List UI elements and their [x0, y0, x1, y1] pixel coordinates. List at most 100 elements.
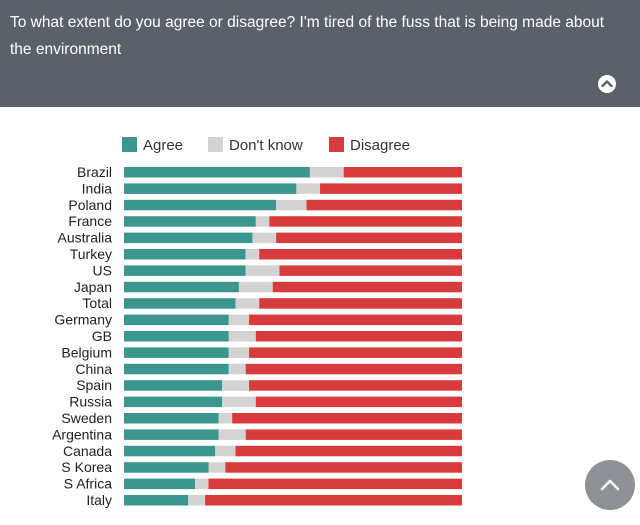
category-label: Russia [69, 394, 112, 410]
category-label: S Korea [61, 459, 112, 475]
bar-disagree-poland [306, 199, 462, 211]
bar-disagree-total [259, 298, 462, 309]
legend-swatch-don-t-know [208, 137, 223, 152]
bar-agree-s-korea [124, 462, 209, 473]
scroll-to-top-button[interactable] [585, 460, 635, 510]
bar-don-t-know-belgium [228, 347, 250, 358]
category-labels: BrazilIndiaPolandFranceAustraliaTurkeyUS… [52, 164, 112, 508]
legend-label-disagree: Disagree [350, 137, 410, 154]
bar-agree-canada [124, 445, 216, 457]
bar-don-t-know-india [296, 183, 321, 194]
stacked-bar-chart: Agree Don't know Disagree BrazilIndiaPolan… [52, 137, 462, 508]
bar-disagree-spain [249, 380, 462, 391]
category-label: Italy [86, 492, 112, 508]
bar-agree-russia [124, 396, 223, 408]
bar-disagree-india [320, 183, 462, 194]
bar-disagree-france [269, 216, 462, 227]
bar-don-t-know-japan [238, 281, 273, 293]
bar-agree-total [124, 298, 236, 309]
bar-don-t-know-sweden [218, 413, 233, 424]
bar-agree-brazil [124, 167, 310, 178]
category-label: Australia [58, 230, 113, 246]
legend-swatch-disagree [329, 137, 344, 152]
bar-group [124, 167, 462, 506]
bar-disagree-sweden [232, 413, 462, 424]
category-label: India [82, 180, 113, 196]
category-label: Turkey [70, 246, 112, 262]
bar-agree-india [124, 183, 297, 194]
bar-agree-s-africa [124, 478, 195, 490]
category-label: Brazil [77, 164, 112, 180]
bar-agree-belgium [124, 347, 229, 358]
bar-don-t-know-total [235, 298, 260, 309]
bar-don-t-know-poland [276, 199, 307, 211]
bar-agree-japan [124, 281, 239, 293]
bar-disagree-japan [272, 281, 462, 293]
bar-agree-germany [124, 314, 229, 326]
bar-don-t-know-australia [252, 232, 277, 244]
category-label: Japan [74, 279, 112, 295]
category-label: Poland [68, 197, 112, 213]
bar-don-t-know-argentina [218, 429, 246, 440]
bar-agree-china [124, 363, 229, 375]
legend-label-don-t-know: Don't know [229, 137, 303, 154]
chevron-up-icon [600, 479, 620, 491]
collapse-button[interactable] [597, 74, 617, 94]
question-text: To what extent do you agree or disagree?… [10, 14, 605, 58]
bar-disagree-australia [276, 232, 462, 244]
bar-agree-poland [124, 199, 277, 211]
category-label: GB [92, 328, 112, 344]
bar-disagree-argentina [245, 429, 462, 440]
bar-disagree-italy [205, 495, 462, 506]
category-label: Spain [76, 377, 112, 393]
bar-agree-argentina [124, 429, 219, 440]
bar-disagree-canada [235, 445, 462, 457]
bar-disagree-germany [249, 314, 462, 326]
bar-disagree-s-korea [225, 462, 462, 473]
bar-agree-turkey [124, 249, 246, 260]
legend-swatch-agree [122, 137, 137, 152]
bar-disagree-turkey [259, 249, 462, 260]
bar-disagree-us [279, 265, 462, 276]
bar-don-t-know-s-korea [208, 462, 226, 473]
category-label: Sweden [61, 410, 112, 426]
category-label: US [93, 262, 112, 278]
bar-don-t-know-italy [188, 495, 206, 506]
bar-agree-france [124, 216, 256, 227]
bar-don-t-know-brazil [309, 167, 344, 178]
bar-disagree-belgium [249, 347, 462, 358]
category-label: Germany [54, 312, 112, 328]
chevron-up-circle-icon [598, 75, 616, 93]
bar-disagree-s-africa [208, 478, 462, 490]
bar-don-t-know-us [245, 265, 280, 276]
question-header: To what extent do you agree or disagree?… [0, 0, 640, 107]
bar-don-t-know-spain [222, 380, 250, 391]
category-label: China [75, 361, 112, 377]
category-label: France [68, 213, 112, 229]
bar-agree-italy [124, 495, 189, 506]
category-label: Belgium [61, 344, 112, 360]
category-label: Argentina [52, 426, 112, 442]
bar-disagree-china [245, 363, 462, 375]
bar-don-t-know-canada [215, 445, 236, 457]
bar-don-t-know-s-africa [194, 478, 209, 490]
legend-label-agree: Agree [143, 137, 183, 154]
bar-don-t-know-gb [228, 331, 256, 342]
bar-disagree-russia [255, 396, 462, 408]
bar-agree-gb [124, 331, 229, 342]
chart-legend: Agree Don't know Disagree [122, 137, 410, 154]
bar-disagree-gb [255, 331, 462, 342]
bar-don-t-know-china [228, 363, 246, 375]
bar-don-t-know-turkey [245, 249, 260, 260]
category-label: Canada [63, 443, 112, 459]
bar-agree-sweden [124, 413, 219, 424]
bar-don-t-know-russia [222, 396, 256, 408]
bar-don-t-know-germany [228, 314, 250, 326]
bar-agree-spain [124, 380, 223, 391]
bar-disagree-brazil [343, 167, 462, 178]
bar-agree-us [124, 265, 246, 276]
category-label: S Africa [64, 476, 112, 492]
category-label: Total [82, 295, 112, 311]
bar-agree-australia [124, 232, 253, 244]
bar-don-t-know-france [255, 216, 270, 227]
